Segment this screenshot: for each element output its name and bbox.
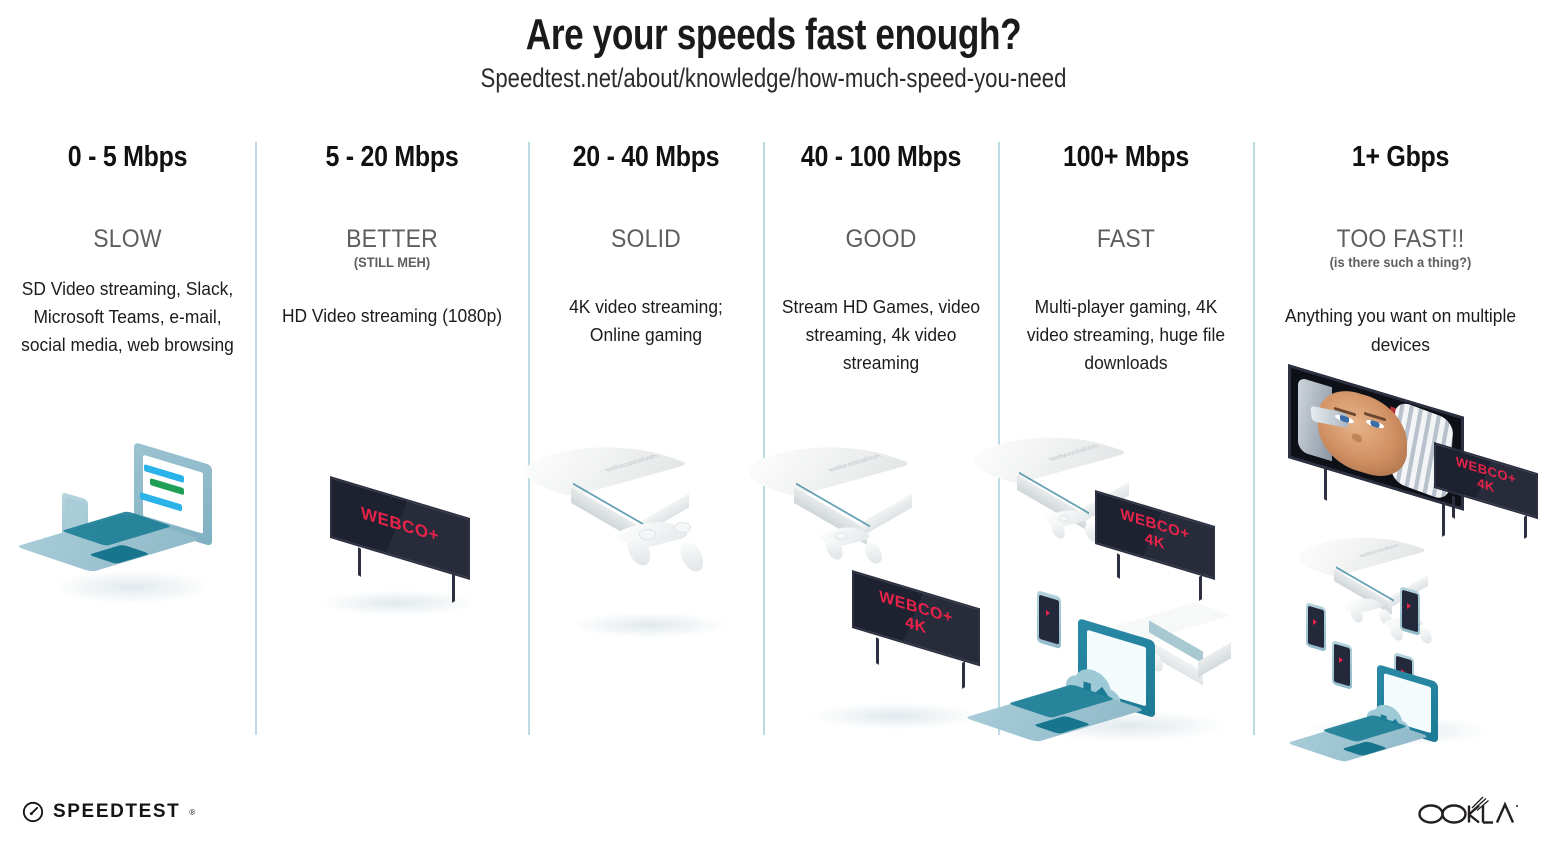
speed-range-label: 20 - 40 Mbps bbox=[572, 141, 720, 173]
console-top bbox=[1274, 530, 1428, 577]
speedtest-trademark-symbol: ® bbox=[189, 807, 196, 817]
illustration-group-4: webcostation WEBCO+ 4K bbox=[717, 437, 998, 742]
column-divider-1 bbox=[255, 142, 257, 735]
ookla-logo bbox=[1417, 795, 1521, 825]
phone-body bbox=[1400, 586, 1420, 636]
phone-icon bbox=[1037, 590, 1061, 650]
phone-icon bbox=[1332, 640, 1352, 690]
phone-screen bbox=[1402, 589, 1418, 633]
phone-icon bbox=[1400, 586, 1420, 636]
speed-tier-column-4: 40 - 100 Mbps GOOD Stream HD Games, vide… bbox=[717, 132, 998, 742]
tv-leg-right bbox=[452, 573, 455, 603]
speed-range-label: 0 - 5 Mbps bbox=[67, 141, 188, 173]
speed-range-label: 100+ Mbps bbox=[1063, 141, 1189, 173]
speed-tier-column-6: 1+ Gbps TOO FAST!! (is there such a thin… bbox=[1254, 132, 1547, 762]
speed-tier-column-1: 0 - 5 Mbps SLOW SD Video streaming, Slac… bbox=[0, 132, 255, 742]
phone-screen bbox=[1308, 605, 1324, 649]
tv-icon: WEBCO+ 4K bbox=[852, 570, 980, 689]
tv-leg-right bbox=[1442, 501, 1445, 537]
speed-range-label: 40 - 100 Mbps bbox=[800, 141, 962, 173]
controller-grip-right bbox=[1417, 627, 1434, 644]
controller-grip-right bbox=[862, 542, 885, 564]
speed-description: HD Video streaming (1080p) bbox=[281, 305, 503, 327]
page-title: Are your speeds fast enough? bbox=[525, 10, 1022, 59]
speed-range-label: 5 - 20 Mbps bbox=[325, 141, 459, 173]
illustration-group-6: WEBCO+ 4K webcostation bbox=[1254, 364, 1547, 764]
tv-leg-right bbox=[1199, 575, 1202, 601]
speedtest-logo: SPEEDTEST ® bbox=[22, 801, 195, 823]
tv-leg-left bbox=[1117, 553, 1120, 579]
laptop-icon bbox=[1286, 664, 1438, 762]
shadow bbox=[52, 570, 212, 604]
shadow bbox=[810, 702, 980, 730]
game-console-icon: webcostation bbox=[717, 437, 912, 546]
phone-play-indicator bbox=[1313, 618, 1318, 625]
speed-description: Anything you want on multiple devices bbox=[1284, 305, 1517, 355]
speed-rating-sublabel: (is there such a thing?) bbox=[1329, 253, 1472, 270]
controller-grip-right bbox=[677, 542, 707, 572]
controller-dpad bbox=[1058, 514, 1070, 522]
tv-leg-right bbox=[1524, 515, 1527, 539]
flat-console-side bbox=[1198, 642, 1231, 678]
laptop-icon bbox=[16, 442, 212, 572]
speed-tier-column-5: 100+ Mbps FAST Multi-player gaming, 4K v… bbox=[944, 132, 1253, 742]
speedtest-wordmark: SPEEDTEST bbox=[53, 801, 181, 822]
speed-tier-columns: 0 - 5 Mbps SLOW SD Video streaming, Slac… bbox=[0, 132, 1547, 762]
astronaut-face bbox=[1318, 381, 1407, 486]
illustration-group-3: webcostation bbox=[494, 437, 763, 652]
tv-icon: WEBCO+ bbox=[330, 476, 470, 603]
speed-rating-sublabel: (STILL MEH) bbox=[353, 253, 431, 270]
phone-play-indicator bbox=[1407, 602, 1412, 609]
tv-leg-left bbox=[358, 547, 361, 577]
speed-description: SD Video streaming, Slack, Microsoft Tea… bbox=[21, 277, 234, 356]
controller-buttons bbox=[674, 522, 691, 534]
illustration-group-1 bbox=[0, 442, 255, 622]
column-divider-5 bbox=[1253, 142, 1255, 735]
ookla-wordmark-icon bbox=[1418, 796, 1518, 824]
footer: SPEEDTEST ® bbox=[0, 773, 1547, 843]
speed-rating-label: GOOD bbox=[845, 224, 917, 253]
column-divider-3 bbox=[763, 142, 765, 735]
tv-leg-left bbox=[876, 637, 879, 665]
phone-play-indicator bbox=[1045, 609, 1050, 616]
speed-range-label: 1+ Gbps bbox=[1351, 141, 1450, 173]
speed-rating-label: FAST bbox=[1096, 224, 1156, 253]
speed-rating-label: SOLID bbox=[611, 224, 681, 253]
speed-description: Multi-player gaming, 4K video streaming,… bbox=[1026, 295, 1226, 374]
tv-leg-left bbox=[1452, 495, 1455, 519]
game-controller-icon bbox=[811, 524, 885, 564]
game-console-icon: webcostation bbox=[494, 437, 689, 546]
speed-tier-column-3: 20 - 40 Mbps SOLID 4K video streaming; O… bbox=[494, 132, 763, 742]
speed-description: Stream HD Games, video streaming, 4k vid… bbox=[781, 295, 981, 374]
illustration-group-2: WEBCO+ bbox=[256, 462, 528, 642]
phone-play-indicator bbox=[1339, 656, 1344, 663]
game-controller-icon bbox=[1039, 508, 1101, 542]
tv-icon: WEBCO+ 4K bbox=[1434, 442, 1538, 539]
tv-leg-right bbox=[962, 661, 965, 689]
illustration-group-5: webcostation WEBCO+ 4K bbox=[944, 428, 1253, 762]
speed-rating-label: SLOW bbox=[93, 224, 162, 253]
shadow bbox=[318, 590, 478, 616]
controller-dpad bbox=[639, 528, 656, 540]
shadow bbox=[569, 612, 729, 638]
phone-icon bbox=[1306, 602, 1326, 652]
page-subtitle-url: Speedtest.net/about/knowledge/how-much-s… bbox=[480, 63, 1067, 94]
phone-body bbox=[1306, 602, 1326, 652]
tv-leg-left bbox=[1324, 465, 1327, 501]
speed-tier-column-2: 5 - 20 Mbps BETTER (STILL MEH) HD Video … bbox=[256, 132, 528, 742]
column-divider-2 bbox=[528, 142, 530, 735]
speed-rating-label: BETTER bbox=[346, 224, 438, 253]
laptop-icon bbox=[964, 618, 1155, 742]
speedtest-gauge-icon bbox=[22, 801, 44, 823]
column-divider-4 bbox=[998, 142, 1000, 735]
controller-dpad bbox=[834, 532, 848, 540]
tv-icon: WEBCO+ 4K bbox=[1095, 490, 1215, 601]
header: Are your speeds fast enough? Speedtest.n… bbox=[0, 0, 1547, 94]
game-controller-icon bbox=[607, 518, 707, 572]
speed-description: 4K video streaming; Online gaming bbox=[569, 295, 723, 346]
speed-rating-label: TOO FAST!! bbox=[1336, 224, 1465, 253]
